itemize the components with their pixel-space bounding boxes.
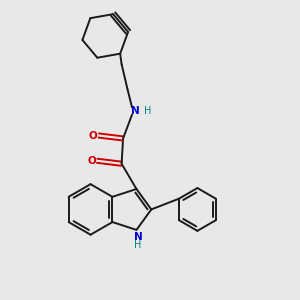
Text: H: H — [134, 240, 142, 250]
Text: O: O — [88, 156, 96, 166]
Text: N: N — [131, 106, 140, 116]
Text: O: O — [89, 130, 98, 140]
Text: N: N — [134, 232, 142, 242]
Text: H: H — [144, 106, 151, 116]
